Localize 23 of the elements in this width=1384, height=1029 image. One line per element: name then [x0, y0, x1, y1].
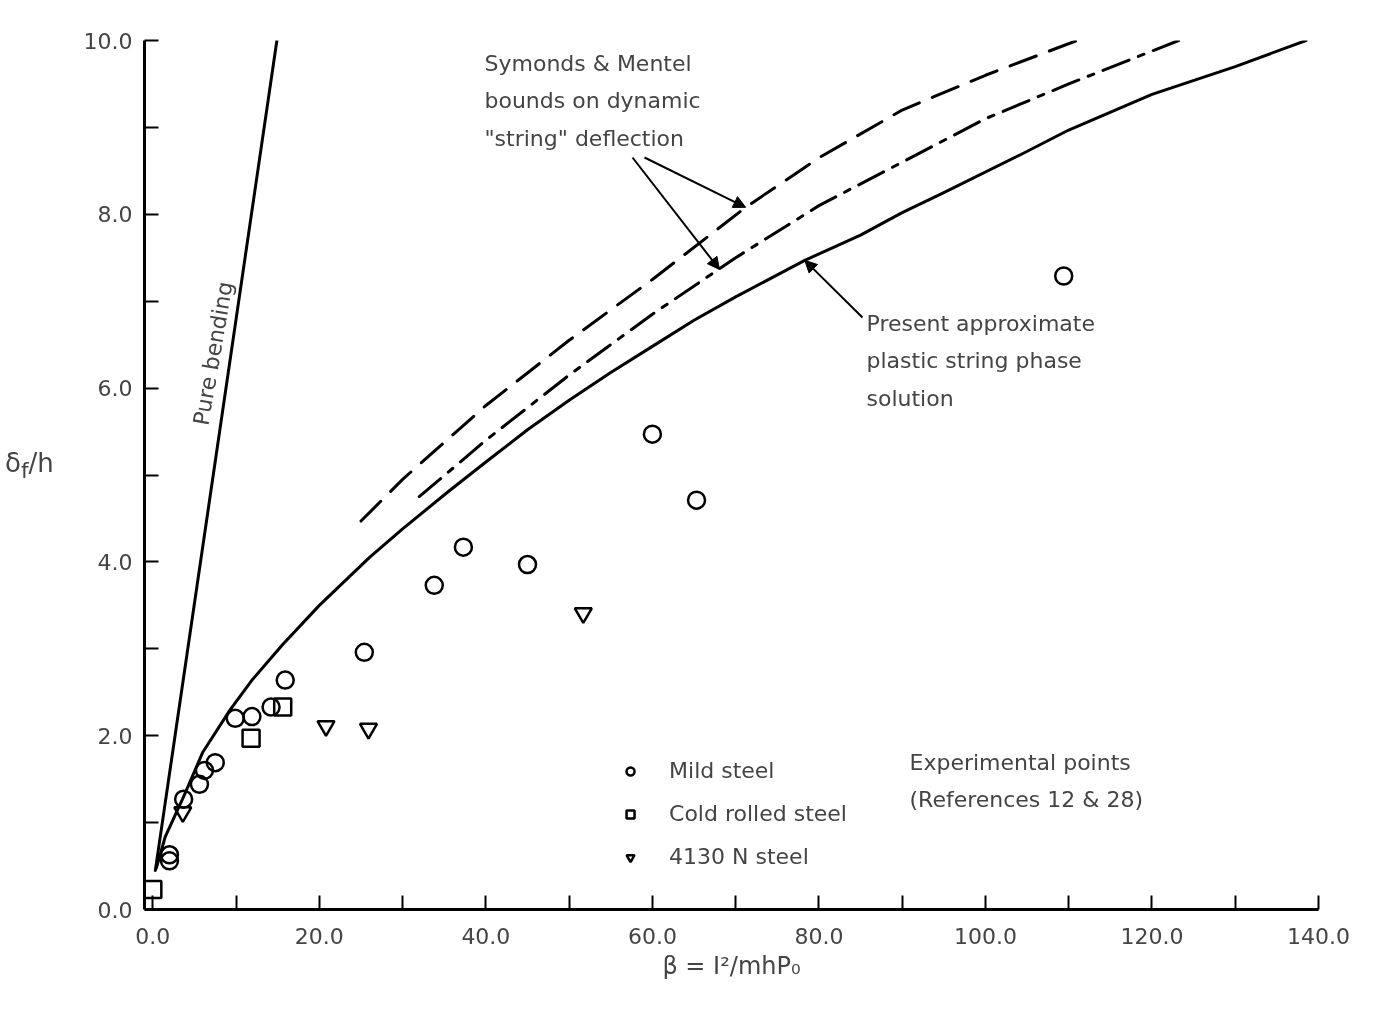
x-tick-label: 120.0	[1120, 923, 1184, 949]
x-tick-label: 60.0	[627, 923, 677, 949]
y-tick-label: 10.0	[83, 28, 133, 54]
x-axis-title: β = I²/mhP₀	[662, 951, 801, 980]
x-tick-label: 100.0	[953, 923, 1017, 949]
x-tick-label: 20.0	[294, 923, 344, 949]
annotation: Pure bending	[188, 279, 238, 428]
x-tick-label: 40.0	[461, 923, 511, 949]
x-tick-label: 80.0	[794, 923, 844, 949]
legend-label: Cold rolled steel	[669, 801, 847, 826]
y-tick-label: 6.0	[97, 376, 133, 402]
y-tick-label: 8.0	[97, 202, 133, 228]
annotation: Present approximate plastic string phase solution	[866, 310, 1095, 411]
annotation: Symonds & Mentel bounds on dynamic "string" deflection	[484, 50, 701, 151]
x-tick-label: 140.0	[1287, 923, 1350, 949]
y-axis-title: δ$_{f}$/h	[5, 447, 54, 486]
y-tick-label: 2.0	[97, 723, 133, 749]
legend-label: 4130 N steel	[669, 844, 809, 869]
y-tick-label: 0.0	[97, 897, 133, 923]
annotation: Experimental points (References 12 & 28)	[909, 749, 1144, 812]
legend-label: Mild steel	[669, 758, 775, 783]
y-tick-label: 4.0	[97, 549, 133, 575]
x-tick-label: 0.0	[135, 923, 171, 949]
